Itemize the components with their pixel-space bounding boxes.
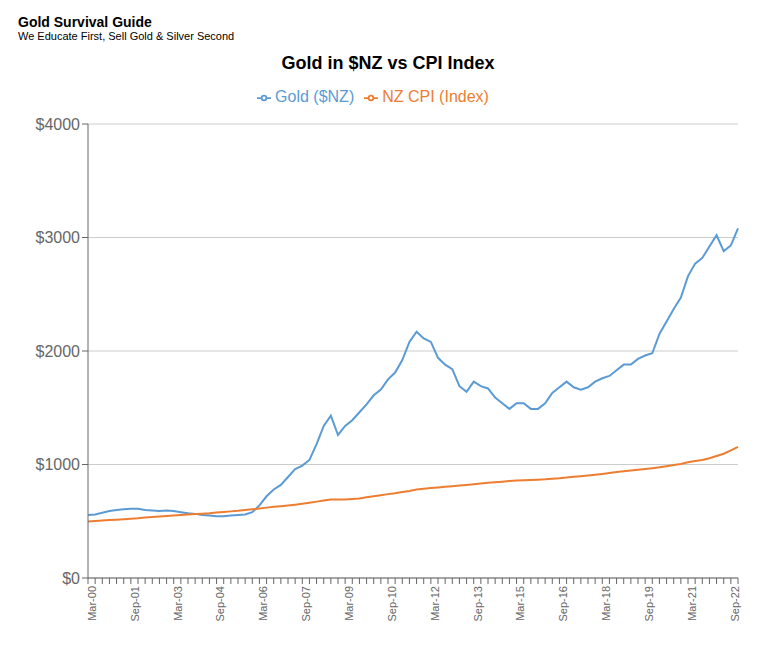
- svg-text:Sep-01: Sep-01: [129, 586, 141, 621]
- svg-text:Mar-21: Mar-21: [686, 586, 698, 621]
- html-text:Gold Survival Guide: Gold Survival Guide: [18, 14, 152, 30]
- svg-text:Mar-15: Mar-15: [514, 586, 526, 621]
- svg-text:Mar-18: Mar-18: [600, 586, 612, 621]
- svg-text:$1000: $1000: [36, 456, 81, 473]
- html-text:We Educate First, Sell Gold &: We Educate First, Sell Gold & Silver Sec…: [18, 30, 235, 42]
- svg-text:$4000: $4000: [36, 116, 81, 133]
- svg-text:Sep-04: Sep-04: [214, 586, 226, 621]
- svg-text:Mar-06: Mar-06: [257, 586, 269, 621]
- svg-text:$2000: $2000: [36, 343, 81, 360]
- svg-text:Mar-09: Mar-09: [343, 586, 355, 621]
- html-text:Gold in $NZ vs CPI Index: Gold in $NZ vs CPI Index: [281, 53, 495, 73]
- svg-text:$0: $0: [62, 570, 80, 587]
- svg-text:Sep-07: Sep-07: [300, 586, 312, 621]
- svg-text:Sep-13: Sep-13: [472, 586, 484, 621]
- svg-text:Sep-10: Sep-10: [386, 586, 398, 621]
- svg-text:Sep-16: Sep-16: [557, 586, 569, 621]
- html-text:NZ CPI (Index): NZ CPI (Index): [382, 88, 489, 105]
- svg-text:Mar-12: Mar-12: [429, 586, 441, 621]
- svg-text:Mar-00: Mar-00: [86, 586, 98, 621]
- svg-text:Mar-03: Mar-03: [172, 586, 184, 621]
- svg-text:$3000: $3000: [36, 229, 81, 246]
- svg-text:Sep-19: Sep-19: [643, 586, 655, 621]
- svg-text:Sep-22: Sep-22: [729, 586, 741, 621]
- html-text:Gold ($NZ): Gold ($NZ): [275, 88, 355, 105]
